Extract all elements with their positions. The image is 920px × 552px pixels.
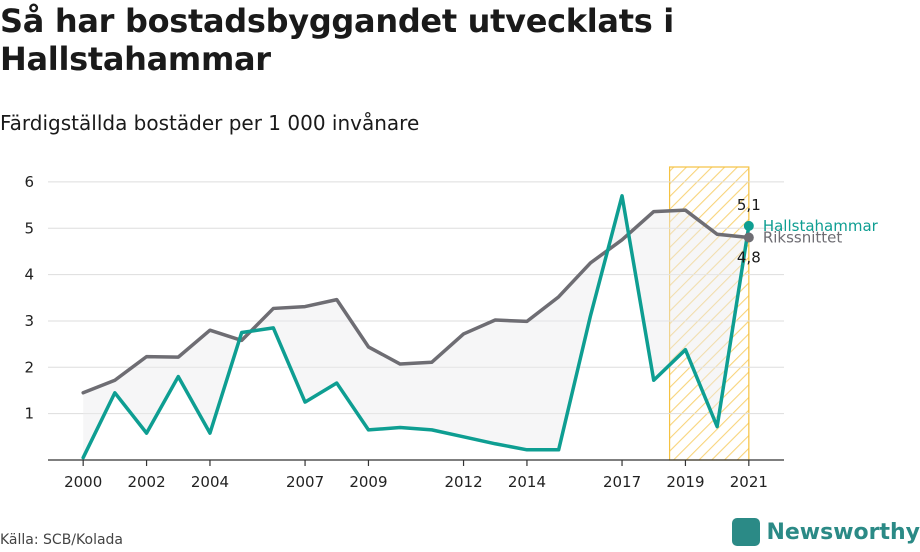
x-tick-label: 2004 <box>191 473 229 491</box>
end-point-rikssnittet <box>743 232 754 243</box>
series-label-rikssnittet: Rikssnittet <box>763 229 843 247</box>
end-value-rikssnittet: 4,8 <box>737 249 761 267</box>
x-tick-label: 2002 <box>127 473 165 491</box>
newsworthy-logo-icon <box>732 518 761 546</box>
end-value-hallstahammar: 5,1 <box>737 196 761 214</box>
series-line-rikssnittet <box>81 208 751 395</box>
y-tick-label: 6 <box>24 173 34 191</box>
end-point-hallstahammar <box>743 220 754 231</box>
x-tick-label: 2017 <box>603 473 641 491</box>
x-tick-label: 2007 <box>286 473 324 491</box>
x-tick-label: 2019 <box>666 473 704 491</box>
series-label-hallstahammar: Hallstahammar <box>763 217 879 235</box>
x-tick-label: 2012 <box>444 473 482 491</box>
source-note: Källa: SCB/Kolada <box>0 532 124 548</box>
y-tick-label: 3 <box>24 312 34 330</box>
chart-subtitle: Färdigställda bostäder per 1 000 invånar… <box>0 111 420 135</box>
brand-name: Newsworthy <box>766 519 920 545</box>
x-tick-label: 2021 <box>730 473 768 491</box>
chart-title: Så har bostadsbyggandet utvecklats i Hal… <box>0 2 674 78</box>
x-tick-label: 2014 <box>508 473 546 491</box>
y-tick-label: 2 <box>24 358 34 376</box>
difference-area <box>83 195 749 458</box>
brand: Newsworthy <box>732 518 920 546</box>
y-tick-label: 1 <box>24 405 34 423</box>
y-tick-label: 5 <box>24 219 34 237</box>
y-tick-label: 4 <box>24 266 34 284</box>
x-tick-label: 2009 <box>349 473 387 491</box>
series-line-hallstahammar <box>81 194 751 460</box>
x-tick-label: 2000 <box>64 473 102 491</box>
